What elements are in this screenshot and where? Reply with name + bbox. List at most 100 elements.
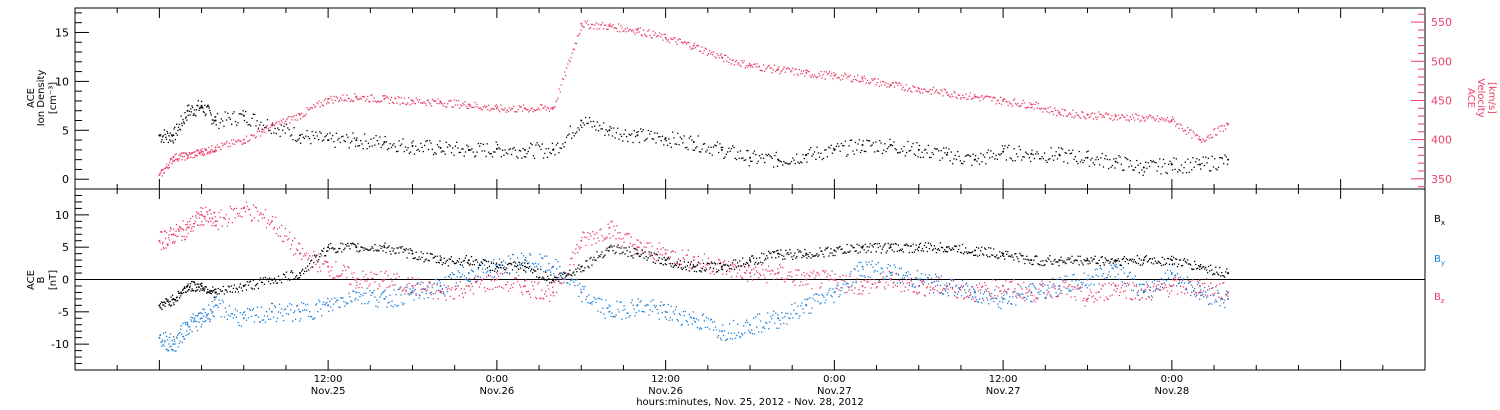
data-point (1070, 113, 1072, 116)
data-point (951, 286, 954, 289)
data-point (1060, 114, 1062, 116)
data-point (411, 291, 414, 294)
data-point (609, 305, 611, 307)
data-point (279, 123, 281, 125)
data-point (229, 291, 231, 293)
data-point (974, 95, 976, 98)
data-point (771, 72, 773, 74)
data-point (695, 265, 698, 267)
data-point (752, 66, 754, 68)
data-point (182, 288, 184, 290)
data-point (1118, 278, 1120, 280)
data-point (1028, 106, 1030, 108)
data-point (551, 267, 553, 269)
data-point (578, 264, 580, 266)
data-point (192, 313, 194, 315)
data-point (542, 157, 545, 159)
data-point (192, 317, 194, 319)
data-point (235, 140, 237, 142)
data-point (231, 291, 233, 293)
data-point (1086, 278, 1089, 281)
data-point (644, 305, 646, 307)
data-point (568, 59, 570, 61)
data-point (799, 73, 802, 75)
data-point (964, 297, 966, 299)
data-point (199, 107, 201, 109)
data-point (333, 141, 335, 143)
data-point (629, 242, 631, 244)
data-point (178, 342, 180, 345)
data-point (264, 208, 267, 211)
data-point (1207, 135, 1209, 137)
data-point (401, 302, 403, 304)
data-point (1007, 302, 1009, 305)
data-point (924, 88, 926, 90)
data-point (467, 103, 470, 106)
data-point (1002, 150, 1005, 153)
data-point (195, 289, 197, 291)
data-point (711, 51, 713, 53)
data-point (991, 100, 993, 102)
data-point (576, 131, 578, 133)
data-point (1178, 282, 1181, 284)
data-point (1113, 158, 1115, 160)
data-point (945, 285, 948, 287)
data-point (539, 276, 541, 278)
data-point (802, 308, 804, 310)
data-point (251, 117, 253, 119)
data-point (719, 261, 722, 264)
data-point (213, 151, 215, 153)
data-point (1068, 149, 1070, 151)
data-point (696, 264, 699, 266)
data-point (238, 113, 240, 115)
data-point (1053, 159, 1055, 161)
data-point (326, 250, 328, 252)
data-point (1088, 284, 1090, 287)
data-point (206, 315, 208, 317)
data-point (247, 317, 250, 319)
data-point (364, 280, 366, 282)
data-point (562, 143, 564, 145)
data-point (1021, 103, 1023, 105)
data-point (1123, 282, 1125, 284)
data-point (1081, 283, 1083, 286)
data-point (334, 146, 336, 148)
data-point (418, 256, 420, 258)
data-point (212, 315, 214, 317)
data-point (721, 324, 724, 326)
data-point (1168, 121, 1170, 124)
data-point (194, 222, 196, 225)
data-point (884, 288, 886, 290)
data-point (238, 324, 240, 326)
data-point (488, 270, 491, 272)
data-point (1010, 303, 1012, 305)
data-point (1218, 296, 1220, 298)
data-point (197, 224, 199, 226)
data-point (389, 250, 391, 253)
data-point (303, 273, 305, 275)
data-point (524, 285, 526, 287)
data-point (276, 228, 279, 230)
data-point (358, 286, 360, 289)
data-point (403, 302, 405, 305)
data-point (535, 296, 537, 299)
data-point (575, 248, 577, 250)
data-point (461, 273, 463, 275)
data-point (277, 235, 280, 237)
data-point (196, 286, 198, 288)
data-point (883, 286, 885, 288)
data-point (1157, 288, 1160, 290)
data-point (794, 68, 796, 70)
data-point (183, 121, 185, 123)
data-point (835, 287, 837, 289)
data-point (417, 258, 419, 261)
data-point (468, 264, 471, 266)
data-point (797, 269, 799, 271)
data-point (289, 122, 291, 124)
data-point (292, 320, 294, 322)
data-point (502, 259, 505, 262)
data-point (757, 271, 759, 274)
data-point (610, 315, 612, 318)
data-point (1211, 303, 1213, 305)
data-point (355, 291, 358, 294)
